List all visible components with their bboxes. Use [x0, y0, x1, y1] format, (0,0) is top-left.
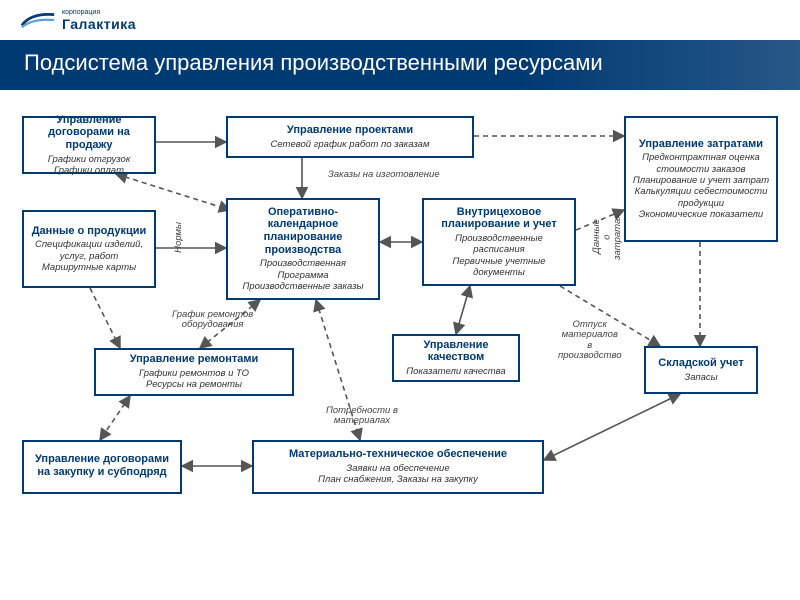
flow-node-n6: Внутрицеховое планирование и учетПроизво… — [422, 198, 576, 286]
edge-label-el6: Данныеозатратах — [592, 214, 623, 260]
node-title: Складской учет — [652, 357, 750, 370]
node-body: Спецификации изделий, услуг, работМаршру… — [30, 239, 148, 273]
node-body: Показатели качества — [400, 366, 512, 377]
node-title: Управление договорами на закупку и субпо… — [30, 453, 174, 478]
header: корпорация Галактика — [0, 0, 800, 40]
flow-node-n10: Управление договорами на закупку и субпо… — [22, 440, 182, 494]
flow-node-n11: Материально-техническое обеспечение Заявк… — [252, 440, 544, 494]
flow-node-n7: Управление ремонтами Графики ремонтов и Т… — [94, 348, 294, 396]
node-title: Управление договорами на продажу — [30, 114, 148, 152]
title-band: Подсистема управления производственными … — [0, 40, 800, 90]
node-body: Графики ремонтов и ТОРесурсы на ремонты — [102, 368, 286, 391]
node-body: Графики отгрузокГрафики оплат — [30, 154, 148, 177]
node-body: Заявки на обеспечениеПлан снабжения, Зак… — [260, 463, 536, 486]
flow-node-n5: Оперативно-календарное планирование прои… — [226, 198, 380, 300]
page-title: Подсистема управления производственными … — [24, 50, 776, 76]
node-title: Управление затратами — [632, 138, 770, 151]
flow-node-n2: Управление проектами Сетевой график работ… — [226, 116, 474, 158]
node-body: Предконтрактная оценка стоимости заказов… — [632, 152, 770, 220]
edge-label-el1: Заказы на изготовление — [328, 170, 440, 180]
flow-node-n1: Управление договорами на продажуГрафики … — [22, 116, 156, 174]
node-body: Запасы — [652, 372, 750, 383]
edge — [100, 396, 130, 440]
flow-node-n9: Складской учет Запасы — [644, 346, 758, 394]
flow-node-n4: Данные о продукцииСпецификации изделий, … — [22, 210, 156, 288]
node-body: Производственные расписанияПервичные уче… — [430, 233, 568, 279]
flow-node-n8: Управление качеством Показатели качества — [392, 334, 520, 382]
edge-label-el4: Потребности вматериалах — [326, 406, 398, 427]
logo-swoosh-icon — [20, 9, 56, 31]
diagram-canvas: Управление договорами на продажуГрафики … — [0, 110, 800, 600]
logo-title: Галактика — [62, 16, 136, 32]
edge — [116, 174, 230, 210]
node-body: Сетевой график работ по заказам — [234, 139, 466, 150]
edge — [90, 288, 120, 348]
edge-label-el3: График ремонтовоборудования — [172, 310, 253, 331]
node-body: Производственная ПрограммаПроизводственн… — [234, 258, 372, 292]
edge-label-el2: Нормы — [174, 222, 184, 253]
node-title: Внутрицеховое планирование и учет — [430, 206, 568, 231]
node-title: Управление качеством — [400, 339, 512, 364]
edge-label-el5: Отпускматериаловвпроизводство — [558, 320, 621, 362]
node-title: Управление проектами — [234, 124, 466, 137]
edge — [544, 394, 680, 460]
node-title: Данные о продукции — [30, 225, 148, 238]
logo-subtitle: корпорация — [62, 9, 136, 16]
node-title: Материально-техническое обеспечение — [260, 448, 536, 461]
flow-node-n3: Управление затратамиПредконтрактная оцен… — [624, 116, 778, 242]
edge — [456, 286, 470, 334]
node-title: Оперативно-календарное планирование прои… — [234, 206, 372, 257]
node-title: Управление ремонтами — [102, 353, 286, 366]
logo: корпорация Галактика — [20, 9, 136, 32]
